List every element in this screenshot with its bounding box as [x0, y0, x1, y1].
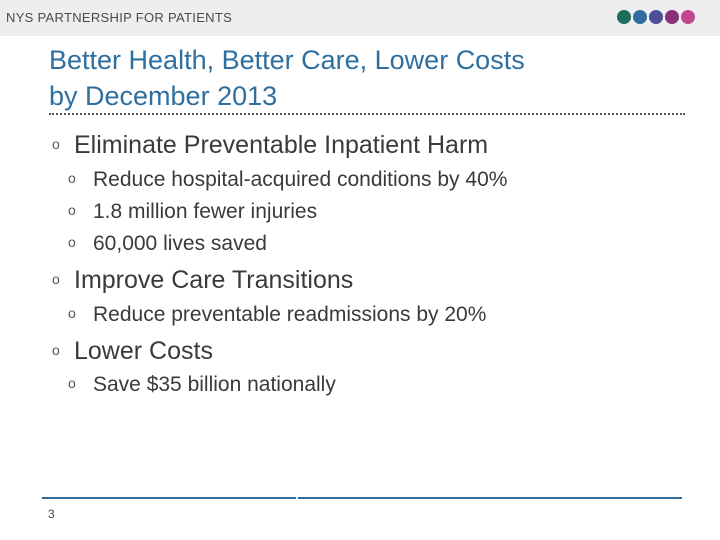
bullet-marker: o — [68, 202, 76, 219]
logo-dot-5 — [681, 10, 695, 24]
logo-dot-4 — [665, 10, 679, 24]
title-line-2: by December 2013 — [49, 81, 278, 111]
sub-bullet-text: 60,000 lives saved — [93, 232, 267, 255]
sub-bullet-item: o 1.8 million fewer injuries — [68, 200, 317, 224]
bullet-item: o Eliminate Preventable Inpatient Harm — [52, 131, 488, 160]
title-line-1: Better Health, Better Care, Lower Costs — [49, 45, 525, 75]
bullet-item: o Lower Costs — [52, 337, 213, 366]
header-bar: NYS PARTNERSHIP FOR PATIENTS — [0, 0, 720, 36]
footer-divider-right — [298, 497, 682, 499]
page-number: 3 — [48, 507, 55, 521]
sub-bullet-item: o 60,000 lives saved — [68, 232, 267, 256]
logo-dots — [617, 10, 695, 24]
bullet-marker: o — [68, 305, 76, 322]
logo-dot-2 — [633, 10, 647, 24]
title-divider — [49, 113, 685, 115]
sub-bullet-text: Reduce hospital-acquired conditions by 4… — [93, 168, 508, 191]
bullet-text: Improve Care Transitions — [74, 266, 354, 294]
bullet-marker: o — [68, 170, 76, 187]
sub-bullet-item: o Save $35 billion nationally — [68, 373, 336, 397]
bullet-item: o Improve Care Transitions — [52, 266, 353, 295]
logo-dot-3 — [649, 10, 663, 24]
slide-title: Better Health, Better Care, Lower Costs … — [49, 42, 669, 114]
logo-dot-1 — [617, 10, 631, 24]
footer-divider-left — [42, 497, 296, 499]
bullet-marker: o — [52, 271, 60, 288]
bullet-text: Lower Costs — [74, 337, 213, 365]
bullet-marker: o — [52, 342, 60, 359]
bullet-marker: o — [52, 136, 60, 153]
sub-bullet-item: o Reduce preventable readmissions by 20% — [68, 303, 486, 327]
organization-name: NYS PARTNERSHIP FOR PATIENTS — [6, 10, 233, 25]
bullet-marker: o — [68, 375, 76, 392]
sub-bullet-item: o Reduce hospital-acquired conditions by … — [68, 168, 507, 192]
bullet-marker: o — [68, 234, 76, 251]
sub-bullet-text: Reduce preventable readmissions by 20% — [93, 303, 487, 326]
sub-bullet-text: Save $35 billion nationally — [93, 373, 336, 396]
bullet-text: Eliminate Preventable Inpatient Harm — [74, 131, 489, 159]
sub-bullet-text: 1.8 million fewer injuries — [93, 200, 318, 223]
